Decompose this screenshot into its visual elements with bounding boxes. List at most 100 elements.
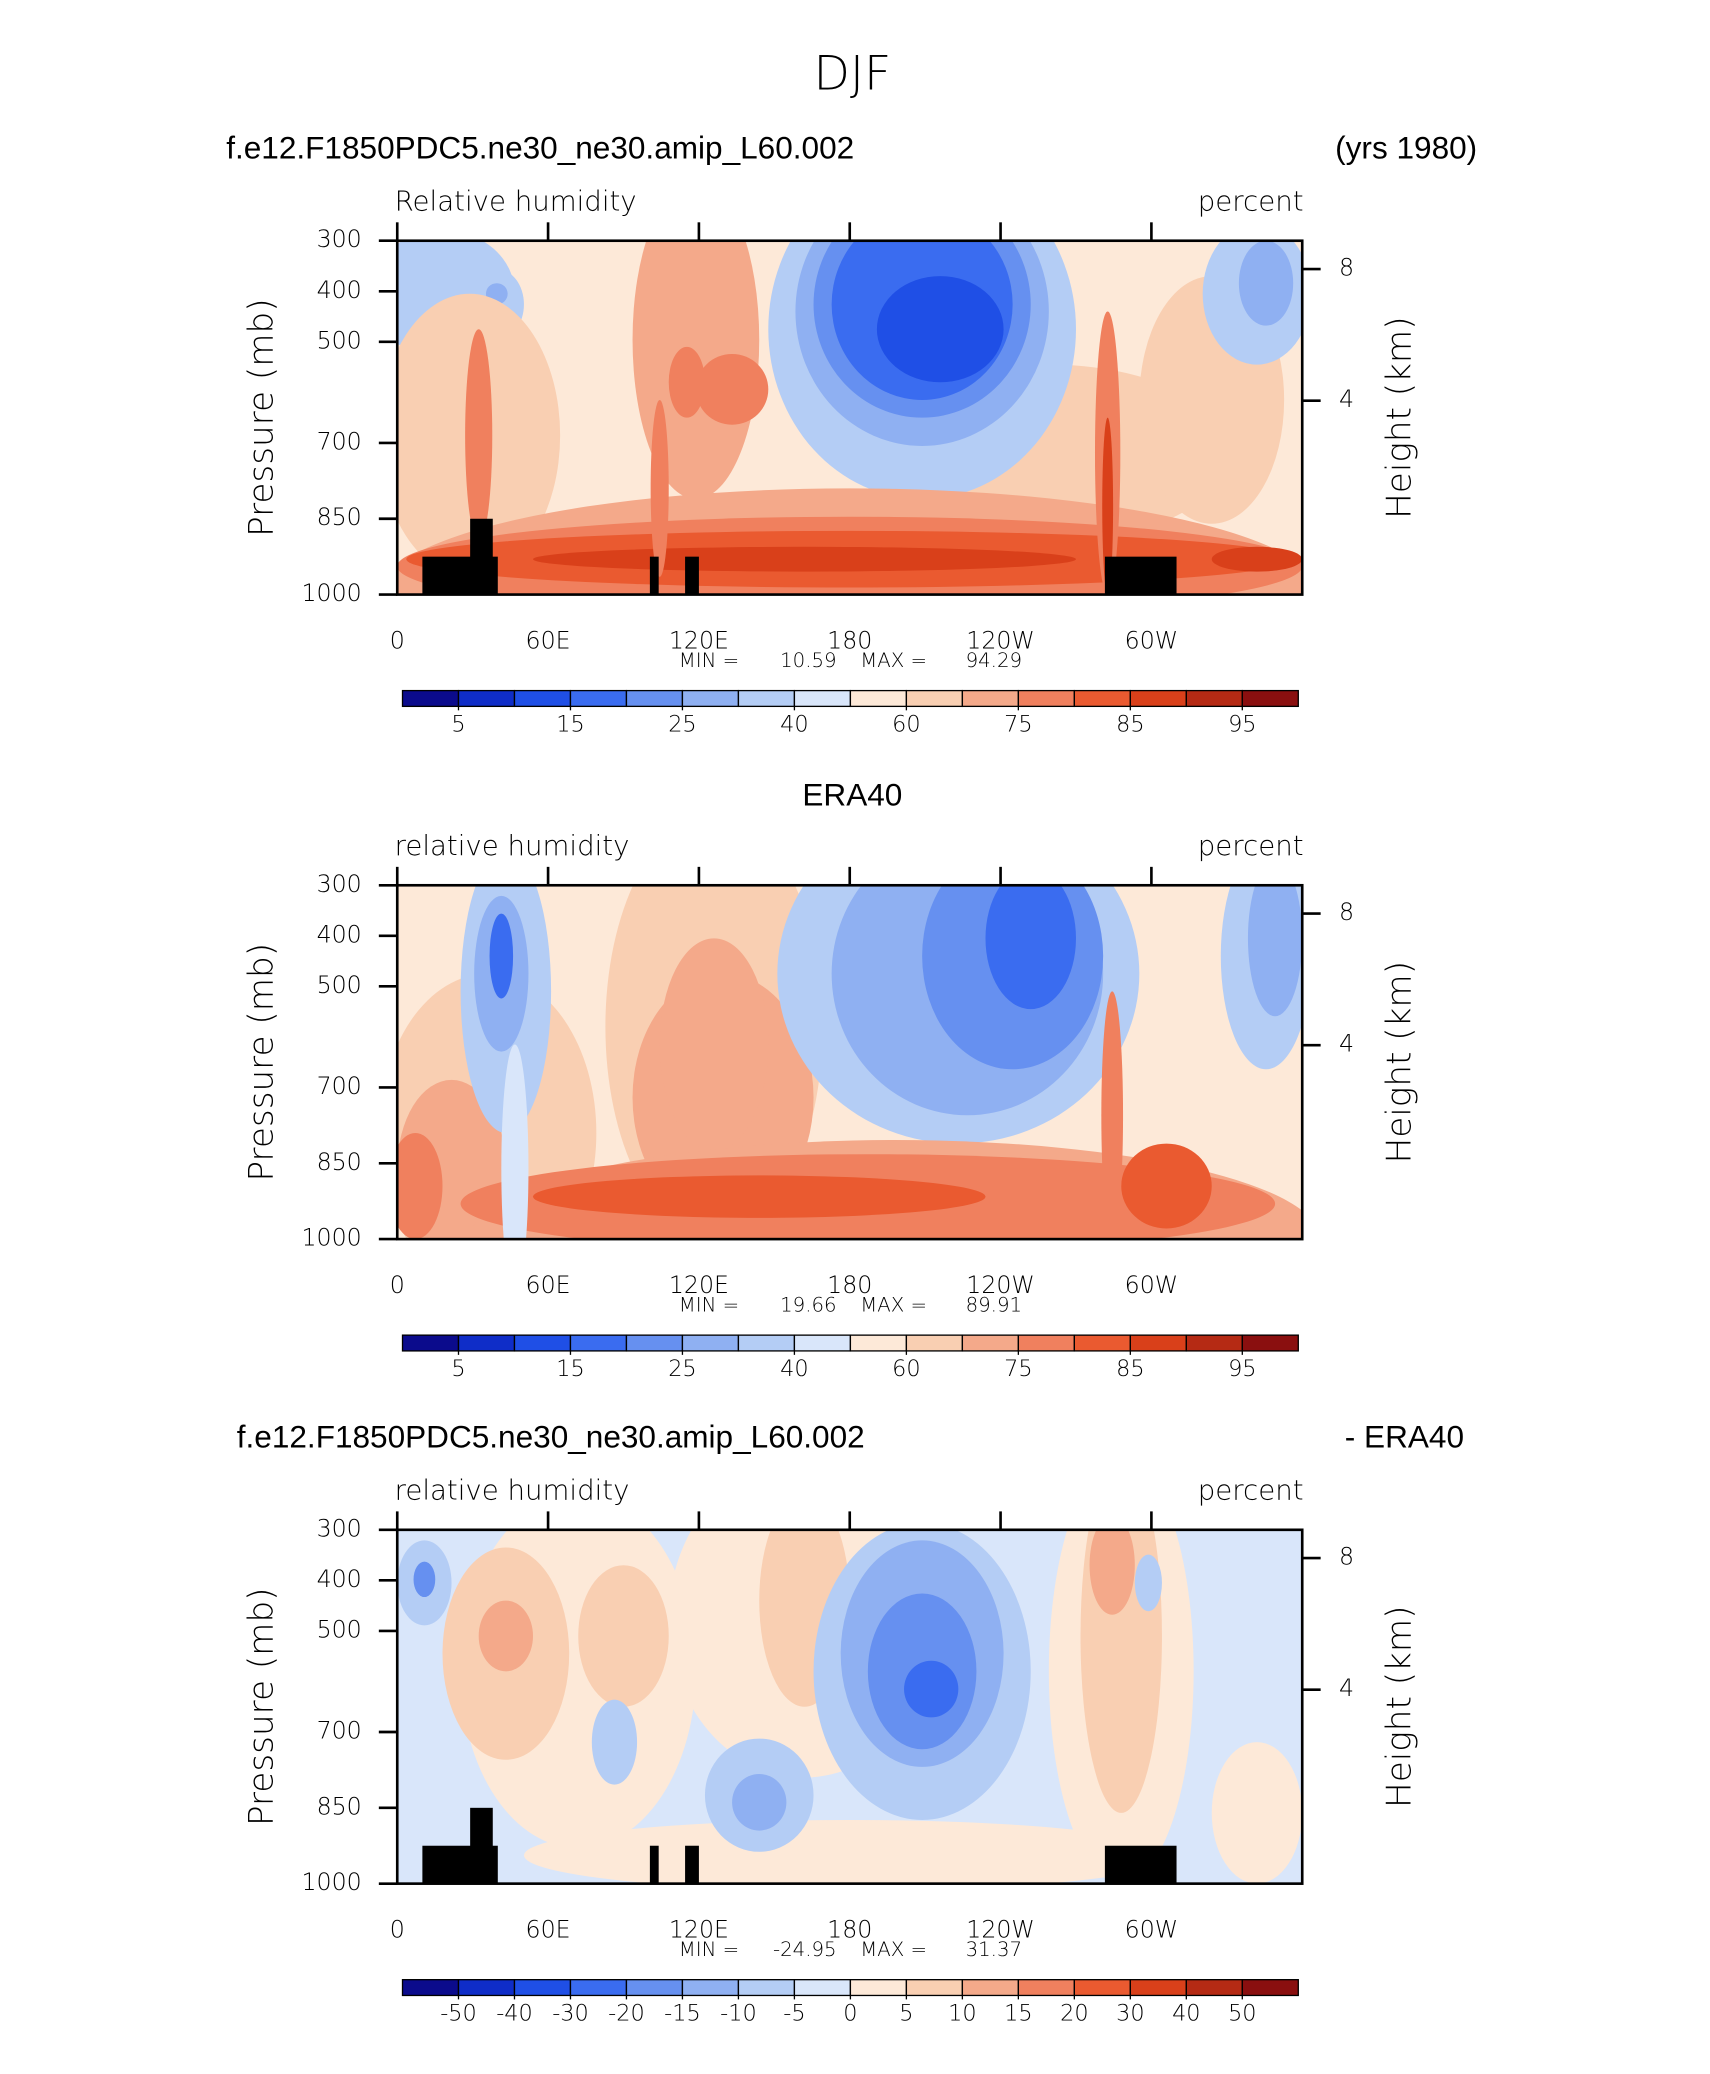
contour-fill	[397, 1132, 443, 1240]
colorbar-box	[1017, 689, 1075, 708]
y-axis-label: Pressure (mb)	[242, 1587, 282, 1826]
x-tick-label: 180	[827, 1916, 872, 1944]
colorbar-label: 30	[1116, 2000, 1144, 2026]
colorbar-label: 85	[1116, 1356, 1144, 1382]
y-tick-label: 1000	[302, 1224, 362, 1252]
x-tick-label: 0	[390, 626, 405, 654]
colorbar-box	[1073, 1979, 1131, 1997]
colorbar-box	[737, 689, 796, 708]
colorbar-label: 5	[451, 711, 465, 737]
colorbar-label: -50	[440, 2000, 477, 2026]
y-tick-label: 1000	[302, 579, 362, 607]
x-tick-label: 120E	[669, 1916, 729, 1944]
contour-fill	[465, 329, 493, 542]
contour-fill	[1211, 546, 1303, 572]
colorbar-box	[1241, 1334, 1299, 1352]
min-label: MIN =	[679, 1294, 739, 1317]
contour-fill	[1089, 1529, 1135, 1615]
colorbar-box	[625, 1979, 684, 1997]
colorbar-box	[401, 689, 460, 708]
colorbar-label: 20	[1060, 2000, 1088, 2026]
panel-title-right: - ERA40	[1345, 1418, 1464, 1454]
x-tick-label: 60E	[526, 1916, 571, 1944]
figure-title: DJF	[814, 46, 892, 101]
colorbar-box	[457, 689, 516, 708]
max-label: MAX =	[860, 1938, 927, 1961]
colorbar-label: -20	[608, 2000, 645, 2026]
y2-tick-label: 4	[1339, 1674, 1354, 1702]
terrain	[649, 1845, 659, 1884]
x-tick-label: 180	[827, 1271, 872, 1299]
terrain	[685, 1845, 699, 1884]
y-axis-label: Pressure (mb)	[242, 943, 282, 1182]
colorbar-label: -5	[783, 2000, 805, 2026]
contour-fill	[501, 1044, 529, 1240]
colorbar-box	[793, 1979, 852, 1997]
y2-axis-label: Height (km)	[1379, 316, 1419, 518]
colorbar-box	[513, 1979, 572, 1997]
colorbar-label: 75	[1004, 1356, 1032, 1382]
colorbar-label: 40	[780, 1356, 808, 1382]
y2-axis-label: Height (km)	[1379, 961, 1419, 1163]
colorbar-box	[1185, 689, 1243, 708]
y-tick-label: 700	[317, 1072, 362, 1100]
max-value: 31.37	[966, 1938, 1022, 1961]
contour-fill	[695, 353, 769, 425]
contour-fill	[413, 1561, 436, 1598]
y-tick-label: 400	[317, 920, 362, 948]
colorbar-label: 40	[1172, 2000, 1200, 2026]
x-tick-label: 120W	[966, 626, 1035, 654]
contour-fill	[732, 1773, 787, 1831]
x-tick-label: 60W	[1125, 1916, 1179, 1944]
colorbar-label: 95	[1228, 711, 1256, 737]
units-label: percent	[1198, 185, 1304, 218]
colorbar-box	[1185, 1979, 1243, 1997]
max-value: 94.29	[966, 649, 1022, 672]
contour-fill	[1121, 1143, 1212, 1229]
contour-fill	[1102, 417, 1114, 595]
colorbar-box	[1129, 689, 1187, 708]
colorbar-label: 25	[668, 1356, 696, 1382]
x-tick-label: 60E	[526, 626, 571, 654]
y-tick-label: 700	[317, 427, 362, 455]
colorbar-box	[961, 1979, 1020, 1997]
colorbar-box	[1129, 1979, 1187, 1997]
colorbar-box	[1017, 1334, 1075, 1352]
colorbar-box	[625, 1334, 684, 1352]
min-value: -24.95	[773, 1938, 837, 1961]
contour-fill	[478, 1600, 533, 1672]
x-tick-label: 120E	[669, 626, 729, 654]
colorbar-box	[569, 689, 628, 708]
y-tick-label: 500	[317, 1615, 362, 1643]
contour-fill	[532, 546, 1076, 572]
terrain	[470, 1807, 493, 1884]
colorbar-box	[569, 1334, 628, 1352]
contour-fill	[985, 885, 1076, 1010]
colorbar-box	[961, 1334, 1020, 1352]
min-label: MIN =	[679, 1938, 739, 1961]
y-tick-label: 500	[317, 326, 362, 354]
panel: f.e12.F1850PDC5.ne30_ne30.amip_L60.002 (y…	[226, 129, 1477, 737]
colorbar-box	[905, 689, 964, 708]
contour-fill	[489, 913, 514, 999]
colorbar-box	[401, 1334, 460, 1352]
colorbar-box	[737, 1979, 796, 1997]
y-tick-label: 850	[317, 503, 362, 531]
contour-fill	[659, 938, 769, 1151]
y-tick-label: 300	[317, 225, 362, 253]
x-tick-label: 120W	[966, 1271, 1035, 1299]
colorbar-box	[513, 689, 572, 708]
y-tick-label: 300	[317, 870, 362, 898]
colorbar-box	[681, 1979, 740, 1997]
colorbar-label: 40	[780, 711, 808, 737]
panel-title: f.e12.F1850PDC5.ne30_ne30.amip_L60.002	[226, 129, 854, 165]
colorbar-box	[457, 1334, 516, 1352]
colorbar-box	[681, 1334, 740, 1352]
x-tick-label: 60W	[1125, 1271, 1179, 1299]
colorbar-label: 15	[556, 1356, 584, 1382]
colorbar-box	[961, 689, 1020, 708]
y-tick-label: 850	[317, 1148, 362, 1176]
contour-fill	[650, 399, 669, 577]
